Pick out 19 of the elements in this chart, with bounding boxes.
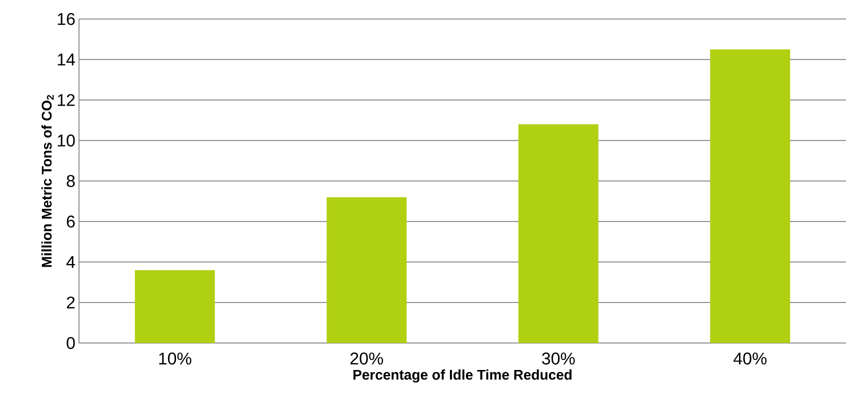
y-tick-label: 6 — [66, 215, 75, 228]
y-tick-label: 12 — [58, 94, 75, 106]
y-tick-label: 16 — [58, 12, 75, 26]
bar — [326, 197, 407, 343]
bar — [518, 124, 598, 343]
y-tick-label: 8 — [66, 174, 75, 188]
y-axis-title: Million Metric Tons of CO$_{2}$ — [41, 95, 54, 267]
x-axis-title: Percentage of Idle Time Reduced — [353, 369, 572, 383]
bar — [134, 270, 215, 343]
x-tick-label: 20% — [350, 352, 384, 365]
x-tick-label: 30% — [542, 352, 575, 365]
x-tick-label: 10% — [159, 352, 192, 365]
y-tick-label: 4 — [66, 256, 75, 268]
x-tick-label: 40% — [734, 352, 767, 365]
y-tick-label: 10 — [58, 134, 75, 147]
y-tick-label: 0 — [66, 336, 75, 350]
y-tick-label: 2 — [66, 296, 75, 308]
bar — [710, 49, 790, 343]
y-tick-label: 14 — [58, 54, 75, 66]
